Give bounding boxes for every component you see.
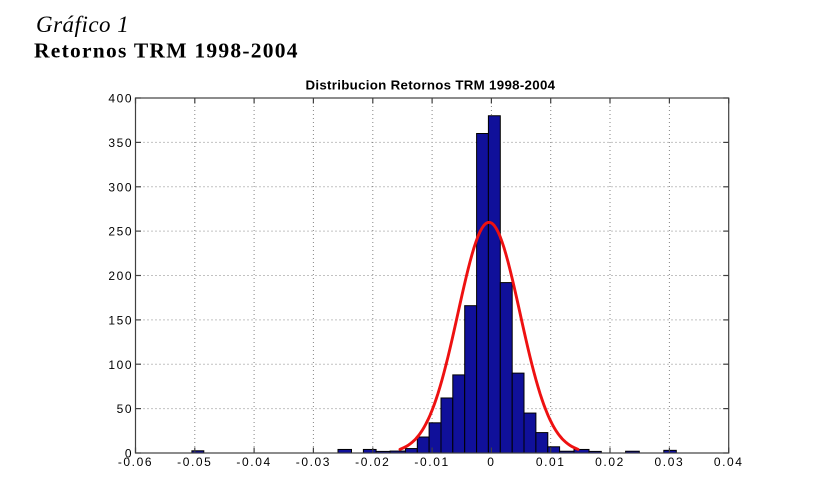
- svg-text:0: 0: [125, 447, 133, 461]
- svg-text:-0.01: -0.01: [414, 455, 449, 469]
- svg-text:100: 100: [108, 358, 133, 372]
- svg-text:-0.02: -0.02: [355, 455, 390, 469]
- svg-text:50: 50: [117, 402, 134, 416]
- svg-text:0.01: 0.01: [536, 455, 566, 469]
- svg-text:-0.03: -0.03: [296, 455, 331, 469]
- svg-text:-0.06: -0.06: [118, 455, 153, 469]
- svg-text:0.03: 0.03: [655, 455, 685, 469]
- svg-text:Gráfico 1: Gráfico 1: [36, 12, 129, 37]
- svg-text:-0.05: -0.05: [177, 455, 212, 469]
- svg-text:200: 200: [108, 269, 133, 283]
- svg-text:Retornos TRM 1998-2004: Retornos TRM 1998-2004: [34, 38, 299, 62]
- svg-text:250: 250: [108, 225, 133, 239]
- svg-text:350: 350: [108, 136, 133, 150]
- svg-text:0.02: 0.02: [595, 455, 625, 469]
- svg-text:300: 300: [108, 180, 133, 194]
- svg-text:0.04: 0.04: [714, 455, 744, 469]
- svg-text:150: 150: [108, 314, 133, 328]
- svg-text:Distribucion Retornos TRM 1998: Distribucion Retornos TRM 1998-2004: [305, 77, 555, 92]
- svg-text:400: 400: [108, 92, 133, 106]
- svg-text:0: 0: [487, 455, 495, 469]
- svg-text:-0.04: -0.04: [236, 455, 271, 469]
